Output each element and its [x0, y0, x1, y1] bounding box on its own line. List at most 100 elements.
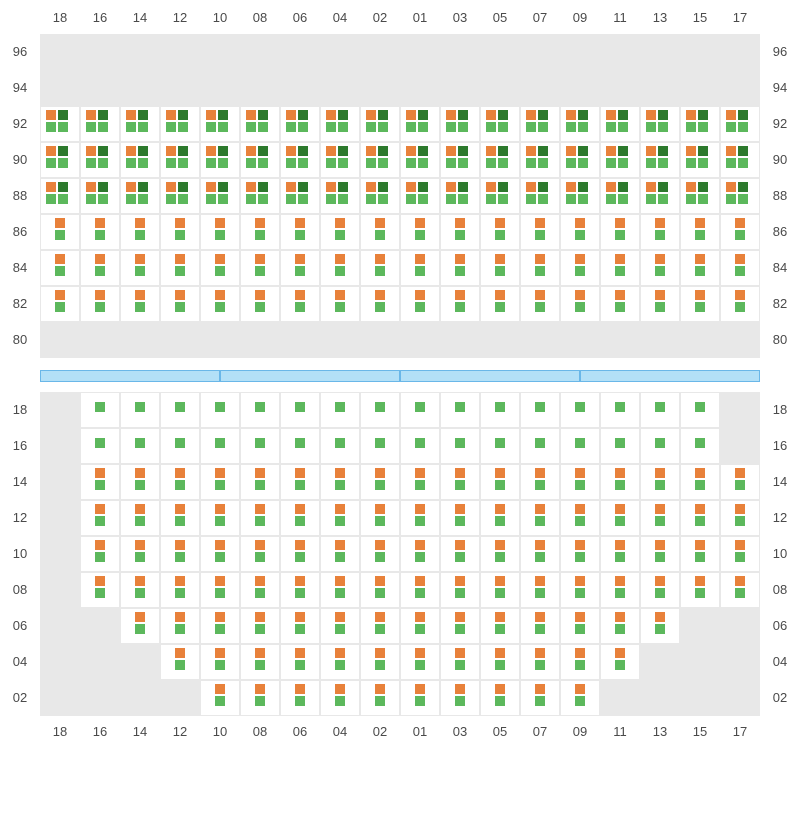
marker-green	[335, 438, 345, 448]
marker-green	[378, 158, 388, 168]
upper-cell[interactable]	[520, 70, 560, 106]
upper-cell[interactable]	[200, 322, 240, 358]
marker-green	[95, 480, 105, 490]
upper-cell[interactable]	[640, 70, 680, 106]
marker-orange	[406, 182, 416, 192]
marker-orange	[86, 110, 96, 120]
marker-green	[655, 438, 665, 448]
upper-cell[interactable]	[40, 34, 80, 70]
upper-cell[interactable]	[400, 322, 440, 358]
upper-cell[interactable]	[640, 322, 680, 358]
upper-cell[interactable]	[360, 322, 400, 358]
col-label-bottom: 02	[368, 724, 392, 739]
upper-cell[interactable]	[720, 70, 760, 106]
upper-cell[interactable]	[160, 70, 200, 106]
marker-darkgreen	[458, 146, 468, 156]
marker-green	[415, 438, 425, 448]
marker-darkgreen	[538, 146, 548, 156]
marker-green	[495, 438, 505, 448]
marker-darkgreen	[658, 182, 668, 192]
upper-cell[interactable]	[560, 322, 600, 358]
upper-cell[interactable]	[600, 34, 640, 70]
marker-orange	[95, 576, 105, 586]
marker-green	[326, 194, 336, 204]
col-label-top: 14	[128, 10, 152, 25]
upper-cell[interactable]	[600, 70, 640, 106]
marker-orange	[695, 504, 705, 514]
upper-cell[interactable]	[360, 70, 400, 106]
upper-cell[interactable]	[280, 34, 320, 70]
marker-green	[455, 402, 465, 412]
marker-orange	[375, 612, 385, 622]
upper-cell[interactable]	[480, 70, 520, 106]
seating-chart: 1816141210080604020103050709111315179696…	[0, 0, 800, 840]
upper-cell[interactable]	[440, 34, 480, 70]
upper-cell[interactable]	[480, 322, 520, 358]
upper-cell[interactable]	[680, 322, 720, 358]
marker-green	[175, 402, 185, 412]
marker-green	[178, 122, 188, 132]
row-label-left: 10	[8, 546, 32, 561]
marker-darkgreen	[338, 182, 348, 192]
upper-cell[interactable]	[560, 34, 600, 70]
upper-cell[interactable]	[520, 34, 560, 70]
upper-cell[interactable]	[480, 34, 520, 70]
upper-cell[interactable]	[80, 70, 120, 106]
lower-cell	[40, 572, 80, 608]
upper-cell[interactable]	[440, 70, 480, 106]
upper-cell[interactable]	[520, 322, 560, 358]
upper-cell[interactable]	[240, 34, 280, 70]
marker-green	[375, 516, 385, 526]
upper-cell[interactable]	[120, 70, 160, 106]
marker-green	[446, 194, 456, 204]
marker-green	[335, 588, 345, 598]
upper-cell[interactable]	[120, 34, 160, 70]
upper-cell[interactable]	[80, 34, 120, 70]
marker-green	[58, 122, 68, 132]
upper-cell[interactable]	[160, 34, 200, 70]
lower-cell	[80, 608, 120, 644]
marker-orange	[655, 254, 665, 264]
upper-cell[interactable]	[200, 34, 240, 70]
marker-darkgreen	[658, 146, 668, 156]
upper-cell[interactable]	[200, 70, 240, 106]
upper-cell[interactable]	[440, 322, 480, 358]
upper-cell[interactable]	[360, 34, 400, 70]
upper-cell[interactable]	[560, 70, 600, 106]
upper-cell[interactable]	[680, 70, 720, 106]
upper-cell[interactable]	[680, 34, 720, 70]
upper-cell[interactable]	[80, 322, 120, 358]
marker-orange	[175, 468, 185, 478]
upper-cell[interactable]	[640, 34, 680, 70]
marker-orange	[535, 468, 545, 478]
marker-orange	[575, 576, 585, 586]
upper-cell[interactable]	[720, 322, 760, 358]
upper-cell[interactable]	[280, 70, 320, 106]
upper-cell[interactable]	[320, 34, 360, 70]
upper-cell[interactable]	[720, 34, 760, 70]
marker-orange	[286, 146, 296, 156]
marker-green	[615, 438, 625, 448]
upper-cell[interactable]	[240, 322, 280, 358]
marker-green	[215, 588, 225, 598]
upper-cell[interactable]	[120, 322, 160, 358]
upper-cell[interactable]	[400, 34, 440, 70]
marker-green	[375, 588, 385, 598]
upper-cell[interactable]	[240, 70, 280, 106]
marker-orange	[415, 254, 425, 264]
upper-cell[interactable]	[400, 70, 440, 106]
marker-green	[295, 438, 305, 448]
col-label-top: 10	[208, 10, 232, 25]
upper-cell[interactable]	[40, 70, 80, 106]
marker-green	[95, 438, 105, 448]
marker-orange	[415, 504, 425, 514]
upper-cell[interactable]	[280, 322, 320, 358]
upper-cell[interactable]	[160, 322, 200, 358]
marker-green	[455, 266, 465, 276]
upper-cell[interactable]	[320, 70, 360, 106]
marker-darkgreen	[218, 110, 228, 120]
upper-cell[interactable]	[40, 322, 80, 358]
upper-cell[interactable]	[600, 322, 640, 358]
marker-orange	[415, 648, 425, 658]
upper-cell[interactable]	[320, 322, 360, 358]
